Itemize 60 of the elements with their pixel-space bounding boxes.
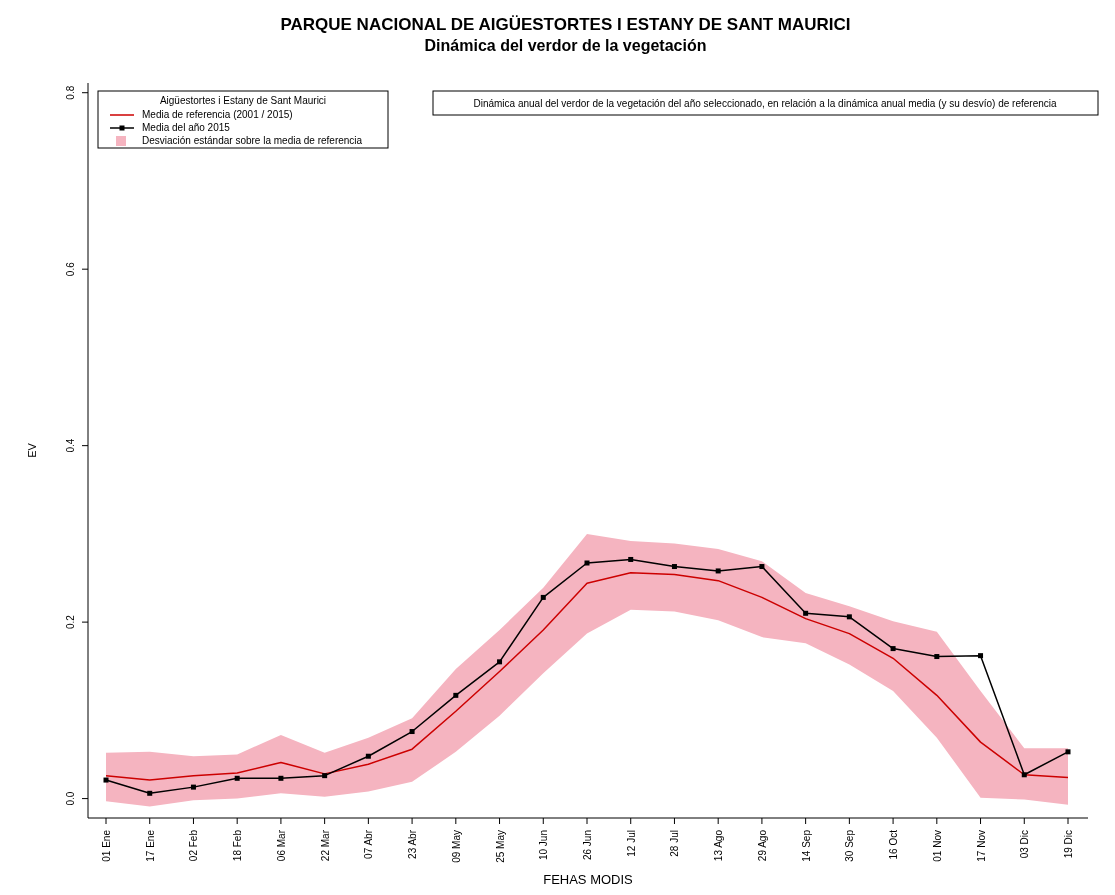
x-tick-label: 14 Sep [800, 829, 812, 862]
x-tick-label: 28 Jul [669, 830, 681, 857]
point [365, 753, 371, 759]
x-tick-label: 18 Feb [232, 829, 244, 862]
y-tick-label: 0.2 [65, 614, 76, 630]
point [934, 654, 940, 660]
x-tick-label: 01 Nov [931, 830, 943, 862]
point [890, 646, 896, 652]
y-axis-title: EV [26, 442, 38, 458]
y-tick-label: 0.0 [65, 791, 76, 806]
x-tick-label: 22 Mar [319, 829, 331, 862]
annotation: Desviación estándar sobre la media de referencia [142, 135, 363, 146]
point [540, 594, 546, 600]
y-tick-label: 0.4 [65, 438, 76, 453]
point [715, 568, 721, 574]
x-tick-label: 25 May [494, 830, 506, 863]
point [190, 784, 196, 790]
legend-label: Media del año 2015 [142, 122, 231, 133]
point [234, 775, 240, 781]
x-tick-label: 30 Sep [844, 829, 856, 862]
x-axis-title: FEHAS MODIS [543, 872, 634, 887]
point [671, 564, 677, 570]
x-tick-label: 01 Ene [101, 829, 112, 862]
y-tick-label: 0.6 [65, 261, 76, 277]
point [409, 729, 415, 735]
x-tick-label: 17 Ene [144, 829, 156, 862]
x-tick-label: 19 Dic [1063, 830, 1074, 859]
point [103, 777, 109, 783]
x-tick-label: 06 Mar [275, 829, 287, 862]
y-tick-label: 0.8 [65, 85, 76, 100]
point [147, 790, 153, 796]
point [322, 773, 328, 779]
point [978, 653, 984, 659]
point [846, 614, 852, 620]
x-tick-label: 23 Abr [407, 829, 419, 859]
legend-title: Aigüestortes i Estany de Sant Maurici [159, 95, 327, 106]
x-tick-label: 02 Feb [188, 829, 200, 862]
point [278, 775, 284, 781]
point [803, 610, 809, 616]
point [584, 560, 590, 566]
x-tick-label: 29 Ago [756, 829, 768, 862]
x-tick-label: 16 Oct [888, 829, 900, 860]
point [628, 556, 634, 562]
chart-title: PARQUE NACIONAL DE AIGÜESTORTES I ESTANY DE SANT MAURICI [280, 15, 851, 34]
x-tick-label: 09 May [450, 830, 462, 863]
point [1065, 749, 1071, 755]
x-tick-label: 26 Jun [582, 830, 593, 861]
legend-label: Media de referencia (2001 / 2015) [142, 109, 293, 120]
point [1021, 772, 1027, 778]
point [759, 564, 765, 570]
x-tick-label: 03 Dic [1019, 830, 1031, 859]
x-tick-label: 07 Abr [363, 829, 375, 859]
point [453, 692, 459, 698]
x-tick-label: 10 Jun [538, 830, 550, 861]
x-tick-label: 13 Ago [713, 829, 725, 862]
annotation: Dinámica anual del verdor de la vegetación del año seleccionado, en relación a la dinámica anual media (y su desvío) de referencia [473, 98, 1057, 109]
point [497, 659, 503, 665]
x-tick-label: 17 Nov [975, 830, 987, 862]
chart-subtitle: Dinámica del verdor de la vegetación [424, 37, 707, 54]
x-tick-label: 12 Jul [625, 830, 637, 857]
